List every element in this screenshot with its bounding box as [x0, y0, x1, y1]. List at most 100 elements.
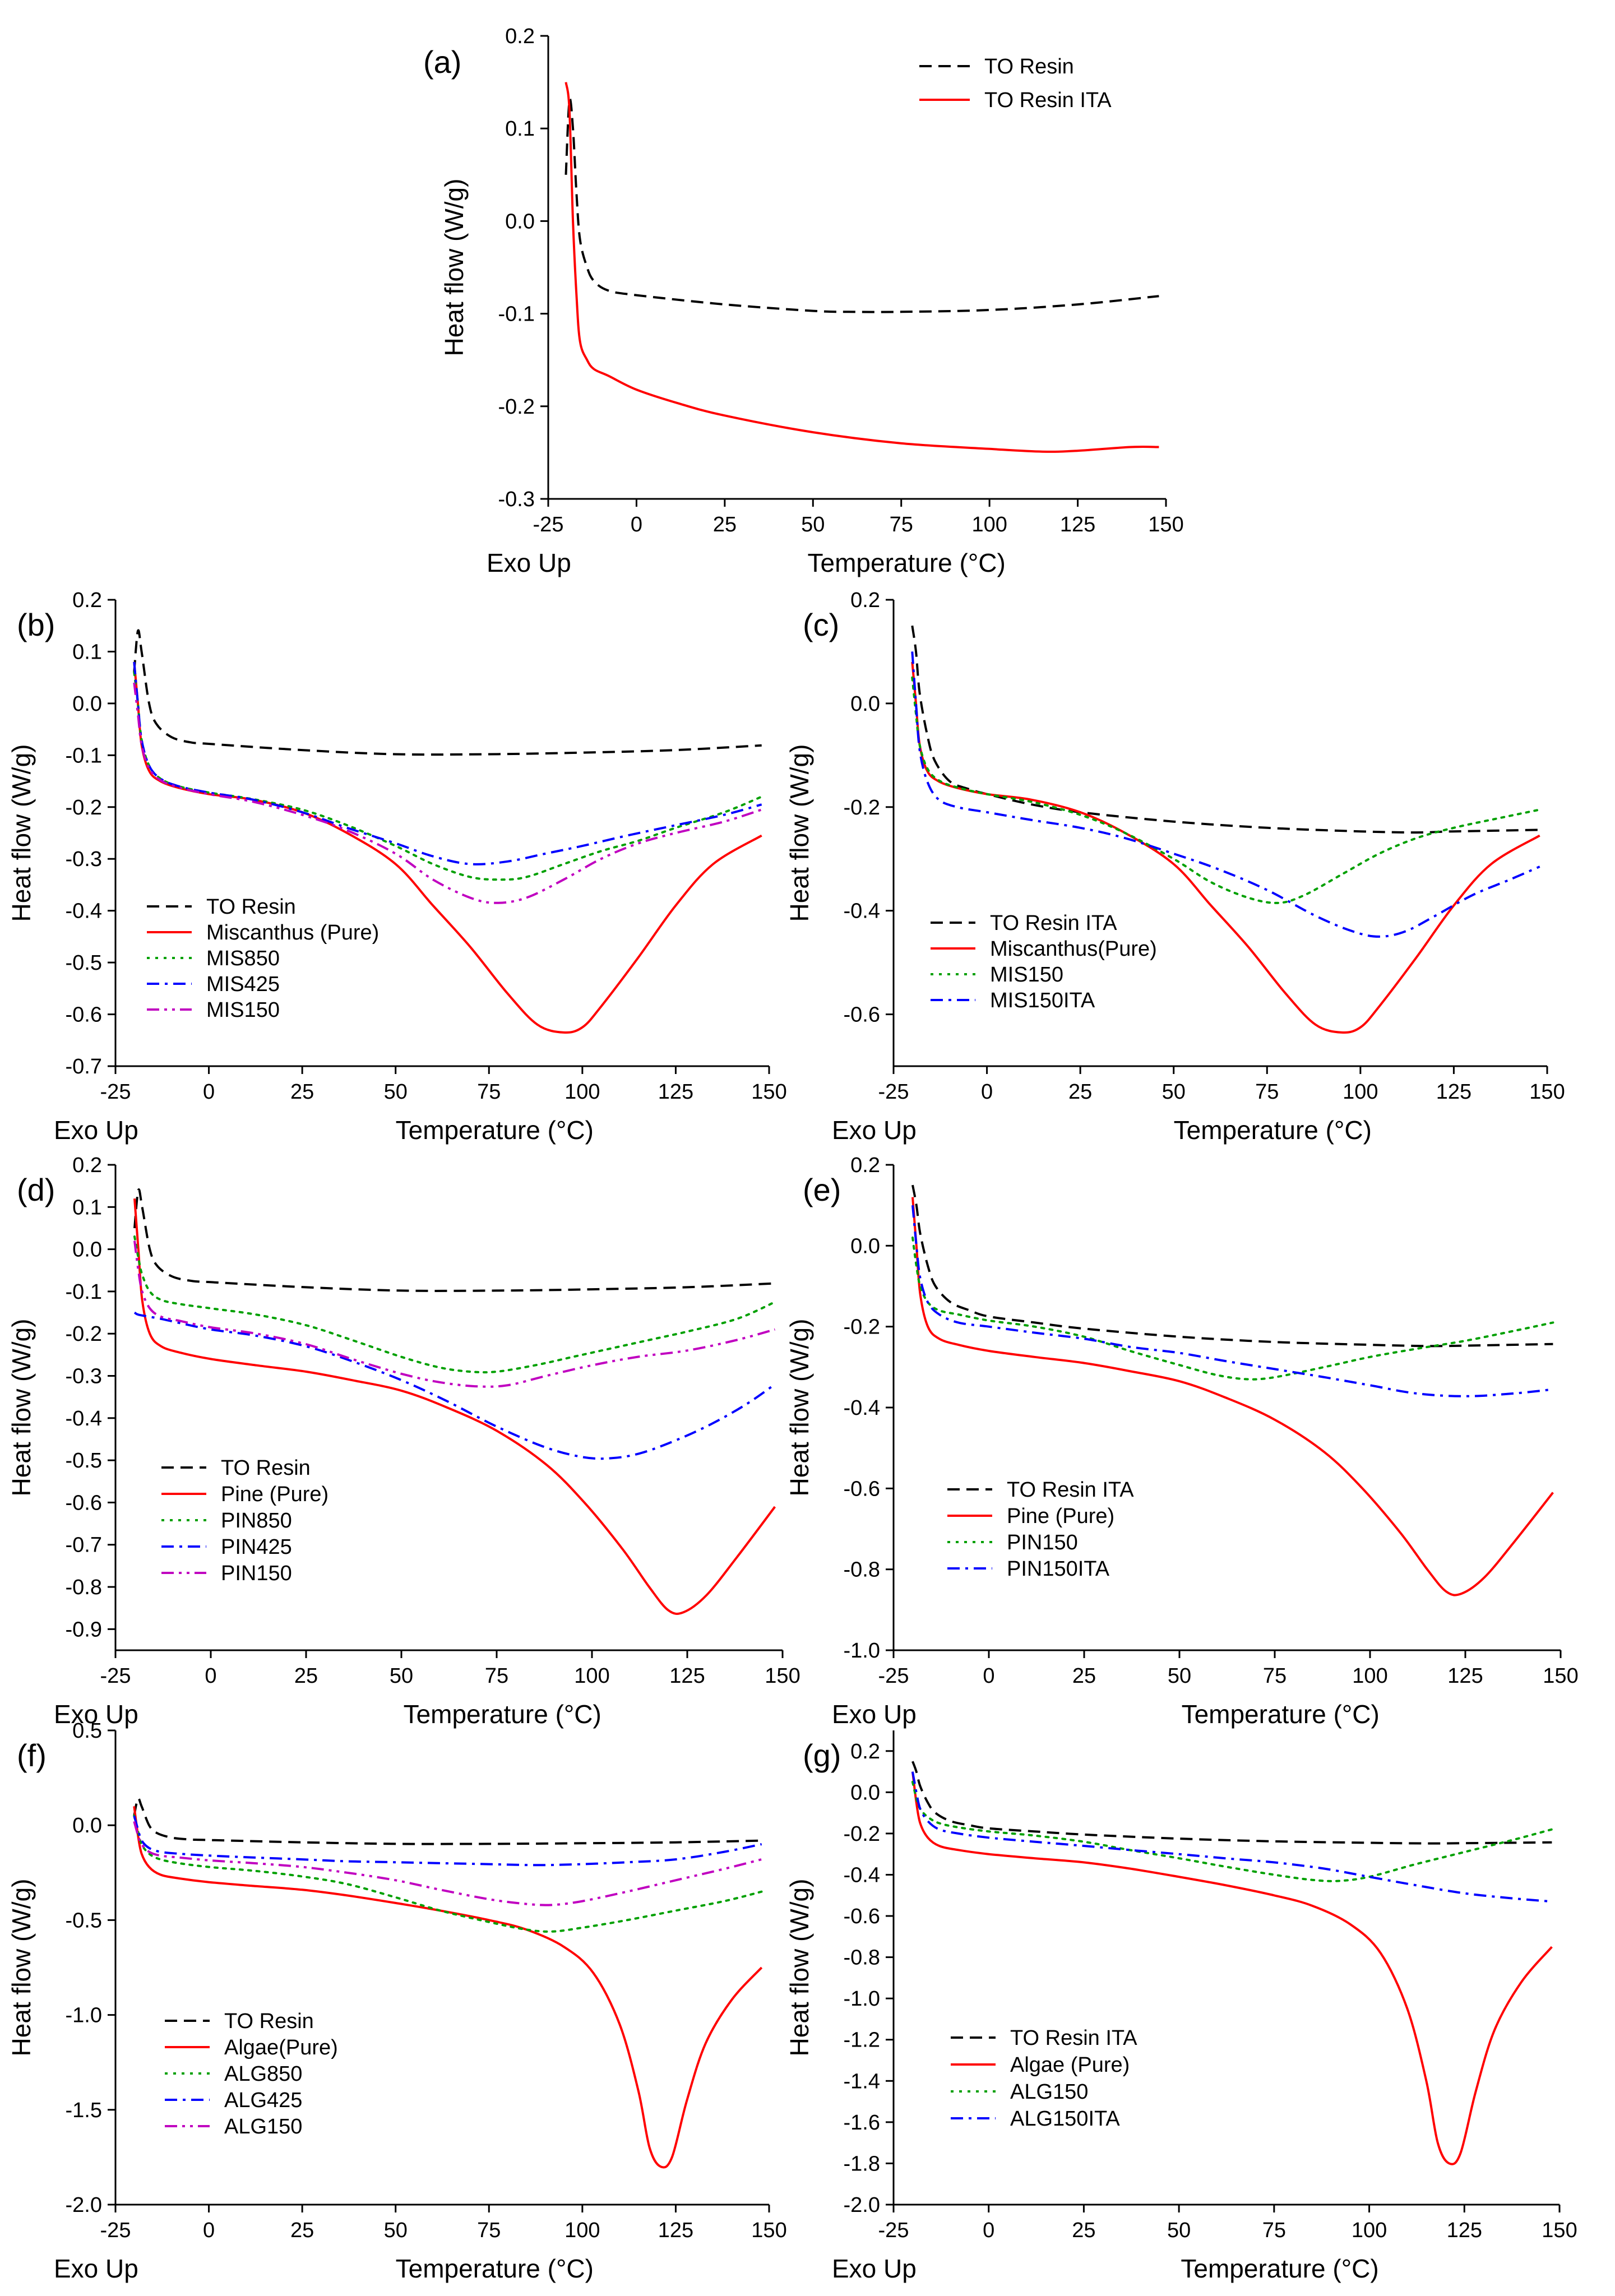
x-tick-label: 50 — [1167, 2219, 1191, 2242]
series-line-mis150ita — [911, 651, 1540, 938]
y-tick-label: -0.4 — [844, 1863, 880, 1887]
panel-b: (b) -25 0 25 50 75 100 125 150 -0.7 -0.6 -0.5 -0.4 -0… — [7, 589, 787, 1145]
series-line-to-resin-ita — [564, 82, 1159, 453]
y-tick-label: 0.1 — [505, 117, 535, 141]
panel-label: (d) — [17, 1172, 55, 1207]
y-tick-label: 0.0 — [850, 692, 880, 716]
exo-up-label: Exo Up — [832, 1700, 917, 1729]
series-line-pin150 — [133, 1240, 775, 1388]
y-tick-label: 0.1 — [72, 1196, 102, 1219]
x-tick-label: 25 — [1072, 2219, 1095, 2242]
y-axis-title: Heat flow (W/g) — [7, 744, 36, 922]
x-tick-label: 100 — [1352, 1664, 1387, 1688]
x-axis-title: Temperature (°C) — [1174, 1115, 1372, 1145]
legend: TO Resin TO Resin ITA — [919, 55, 1112, 112]
y-tick-label: -0.6 — [66, 1491, 102, 1515]
exo-up-label: Exo Up — [487, 548, 571, 577]
legend-label: TO Resin ITA — [1007, 1478, 1134, 1502]
series-line-to-resin — [133, 1797, 762, 1845]
panel-c: (c) -25 0 25 50 75 100 125 150 -0.6 -0.4 -0.2 0.0 0.2… — [785, 589, 1565, 1145]
exo-up-label: Exo Up — [832, 1115, 917, 1145]
x-tick-label: 75 — [485, 1664, 508, 1688]
x-tick-label: 75 — [890, 513, 913, 536]
y-tick-label: -0.7 — [66, 1055, 102, 1078]
legend-label: TO Resin — [224, 2010, 314, 2033]
x-axis-title: Temperature (°C) — [404, 1700, 601, 1729]
series-line-to-resin — [133, 1188, 775, 1292]
series-line-mis425 — [133, 661, 762, 865]
exo-up-label: Exo Up — [54, 1115, 138, 1145]
x-tick-label: 150 — [765, 1664, 800, 1688]
legend: TO Resin Algae(Pure) ALG850 ALG425 ALG150 — [165, 2010, 338, 2138]
x-tick-label: -25 — [878, 2219, 909, 2242]
y-tick-label: -0.4 — [66, 900, 102, 923]
x-tick-label: 100 — [564, 2219, 600, 2242]
x-tick-label: -25 — [100, 1080, 131, 1104]
y-tick-label: -0.1 — [498, 303, 535, 326]
x-tick-label: 0 — [205, 1664, 216, 1688]
legend-label: ALG150 — [1010, 2080, 1088, 2104]
x-tick-label: 25 — [1068, 1080, 1092, 1104]
series-group — [133, 629, 763, 1034]
x-tick-label: 50 — [384, 1080, 408, 1104]
series-line-pine-pure- — [133, 1198, 776, 1615]
y-tick-label: -0.2 — [844, 1822, 880, 1846]
x-tick-label: 0 — [631, 513, 642, 536]
legend-label: Pine (Pure) — [221, 1483, 328, 1506]
series-line-alg425 — [133, 1815, 762, 1867]
y-axis-title: Heat flow (W/g) — [785, 744, 814, 922]
y-tick-label: -0.6 — [844, 1477, 880, 1501]
series-line-to-resin — [564, 98, 1159, 313]
series-line-alg850 — [133, 1814, 763, 1933]
y-tick-label: 0.0 — [72, 1814, 102, 1837]
x-tick-label: -25 — [100, 1664, 131, 1688]
legend-label: Algae(Pure) — [224, 2036, 338, 2059]
y-tick-label: -0.7 — [66, 1534, 102, 1557]
y-tick-label: -0.8 — [844, 1946, 880, 1970]
y-tick-label: -0.3 — [498, 488, 535, 511]
y-tick-label: -0.2 — [66, 796, 102, 820]
x-tick-label: 75 — [1255, 1080, 1279, 1104]
x-axis-title: Temperature (°C) — [1182, 1700, 1380, 1729]
y-tick-label: -1.4 — [844, 2070, 880, 2093]
panel-g: (g) -25 0 25 50 75 100 125 150 -2.0 -1.8 -1.6 -1.4 -1… — [785, 1730, 1577, 2283]
x-tick-label: 75 — [477, 2219, 501, 2242]
y-tick-label: 0.2 — [850, 1154, 880, 1177]
series-group — [911, 1761, 1553, 2165]
y-tick-label: -1.0 — [66, 2004, 102, 2027]
x-axis-title: Temperature (°C) — [808, 548, 1006, 577]
y-tick-label: 0.0 — [505, 210, 535, 233]
x-tick-label: -25 — [533, 513, 564, 536]
series-group — [133, 1797, 763, 2169]
legend-label: MIS150ITA — [990, 989, 1095, 1012]
x-tick-label: 75 — [1263, 1664, 1287, 1688]
y-tick-label: -0.4 — [844, 900, 880, 923]
legend-label: Pine (Pure) — [1007, 1505, 1114, 1528]
x-tick-label: 150 — [751, 2219, 786, 2242]
y-tick-label: -0.8 — [66, 1576, 102, 1599]
x-axis-title: Temperature (°C) — [1181, 2254, 1378, 2283]
legend-label: PIN425 — [221, 1535, 292, 1559]
series-line-pin150ita — [911, 1205, 1553, 1397]
x-tick-label: 25 — [713, 513, 737, 536]
x-tick-label: 0 — [203, 2219, 215, 2242]
series-line-alg150 — [133, 1821, 762, 1906]
y-tick-label: -0.6 — [66, 1003, 102, 1027]
x-tick-label: 125 — [1060, 513, 1095, 536]
legend-label: Algae (Pure) — [1010, 2053, 1130, 2077]
legend: TO Resin ITAMiscanthus(Pure)MIS150MIS150… — [931, 911, 1157, 1012]
y-tick-label: -2.0 — [844, 2193, 880, 2217]
series-line-alg150 — [911, 1781, 1553, 1882]
x-tick-label: 100 — [1343, 1080, 1378, 1104]
x-tick-label: 150 — [1529, 1080, 1565, 1104]
y-tick-label: 0.2 — [850, 1740, 880, 1763]
y-tick-label: 0.5 — [72, 1719, 102, 1743]
x-tick-label: 150 — [751, 1080, 786, 1104]
x-tick-label: 150 — [1542, 2219, 1577, 2242]
legend-label: MIS150 — [990, 963, 1063, 987]
legend-label: TO Resin — [206, 895, 296, 919]
x-axis-title: Temperature (°C) — [396, 1115, 594, 1145]
panel-label: (c) — [803, 607, 839, 642]
series-line-to-resin — [133, 629, 762, 756]
